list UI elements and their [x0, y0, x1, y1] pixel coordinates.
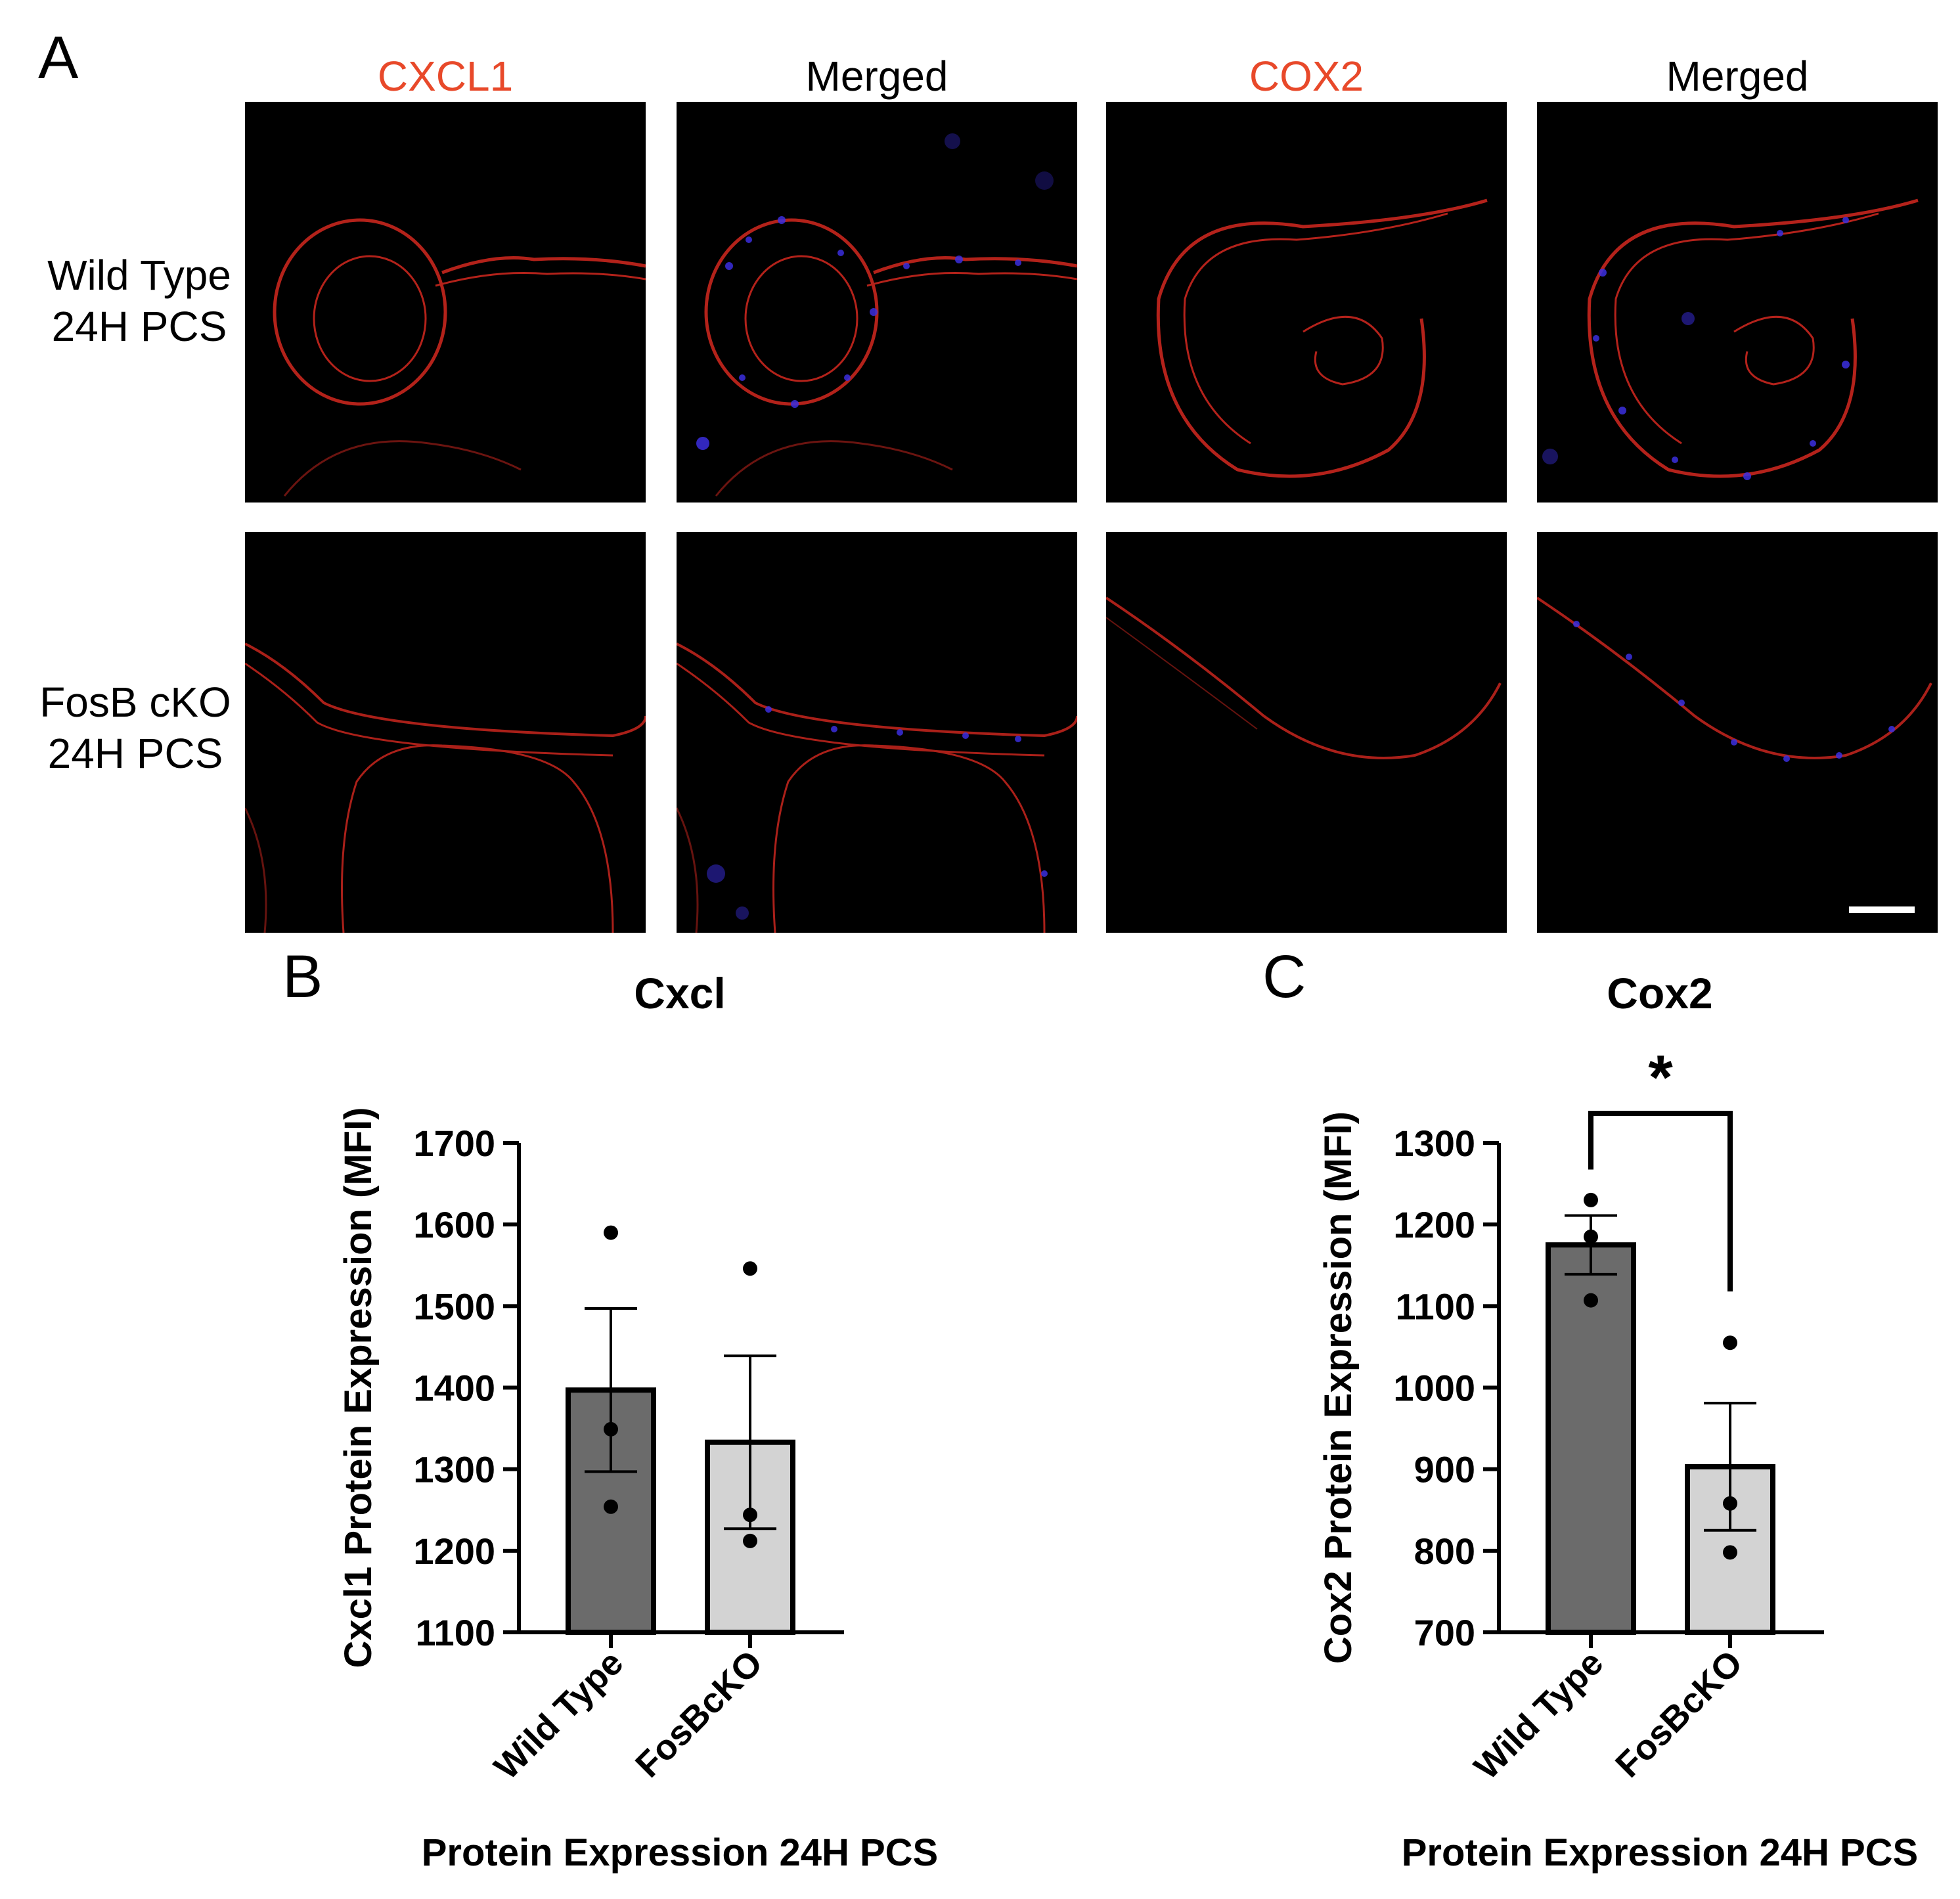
chart-c-data-point-0-1 — [1584, 1229, 1598, 1244]
micrograph-ko-cxcl1 — [245, 532, 646, 933]
chart-c-y-tick-label-4: 1100 — [1396, 1285, 1476, 1327]
column-header-merged-2: Merged — [1666, 53, 1809, 100]
chart-panel-c: C Cox2 700 800 900 1000 1100 1200 1300 Cox2 Prote… — [980, 943, 1960, 1895]
chart-panel-b: B Cxcl 1100 1200 1300 1400 1500 1600 1700 Cxcl1 P… — [0, 943, 980, 1895]
chart-b-data-point-0-0 — [604, 1225, 618, 1240]
chart-c-y-tick-label-5: 1200 — [1393, 1204, 1475, 1245]
chart-b-data-point-1-0 — [743, 1261, 757, 1276]
chart-c-panel-letter: C — [1262, 946, 1306, 1010]
chart-b-x-tick-label-0: Wild Type — [487, 1643, 631, 1787]
chart-c-title: Cox2 — [1607, 969, 1712, 1017]
chart-b-data-point-1-1 — [743, 1508, 757, 1523]
chart-b-y-tick-label-1: 1200 — [413, 1530, 495, 1572]
chart-b-y-tick-label-0: 1100 — [416, 1612, 496, 1653]
chart-b-x-tick-label-1: FosBcKO — [628, 1643, 770, 1785]
micrograph-wt-cox2 — [1106, 102, 1507, 503]
chart-b-y-tick-label-3: 1400 — [413, 1368, 495, 1409]
micrograph-ko-merged-cox2 — [1537, 532, 1938, 933]
micrograph-wt-merged-cxcl1 — [677, 102, 1077, 503]
chart-c-y-tick-label-3: 1000 — [1393, 1368, 1475, 1409]
micrograph-ko-cox2 — [1106, 532, 1507, 933]
chart-c-x-tick-label-0: Wild Type — [1467, 1643, 1611, 1787]
chart-b-x-label: Protein Expression 24H PCS — [422, 1831, 938, 1874]
chart-c-y-tick-label-1: 800 — [1414, 1530, 1475, 1572]
chart-c-data-point-1-1 — [1723, 1496, 1737, 1511]
chart-c-svg: C Cox2 700 800 900 1000 1100 1200 1300 Cox2 Prote… — [1262, 943, 1918, 1874]
micrograph-wt-cxcl1 — [245, 102, 646, 503]
micrograph-ko-merged-cxcl1 — [677, 532, 1077, 933]
chart-c-data-point-1-2 — [1723, 1545, 1737, 1560]
micrograph-wt-merged-cox2 — [1537, 102, 1938, 503]
row-label-wild-type-line1: Wild Type — [47, 252, 231, 299]
chart-b-svg: B Cxcl 1100 1200 1300 1400 1500 1600 1700 Cxcl1 P… — [282, 943, 938, 1874]
row-label-fosb-cko-line2: 24H PCS — [47, 730, 223, 778]
chart-b-data-point-1-2 — [743, 1533, 757, 1548]
column-header-cox2: COX2 — [1249, 53, 1364, 100]
scale-bar — [1849, 906, 1915, 913]
row-label-fosb-cko-line1: FosB cKO — [39, 679, 231, 726]
chart-c-data-point-1-0 — [1723, 1335, 1737, 1351]
chart-b-y-tick-label-5: 1600 — [413, 1204, 495, 1245]
chart-c-y-tick-label-0: 700 — [1414, 1612, 1475, 1653]
chart-c-x-label: Protein Expression 24H PCS — [1402, 1831, 1918, 1874]
chart-b-panel-letter: B — [282, 946, 323, 1010]
chart-c-y-label: Cox2 Protein Expression (MFI) — [1317, 1111, 1360, 1664]
panel-a-letter: A — [38, 24, 79, 91]
row-label-wild-type: Wild Type 24H PCS — [28, 250, 251, 352]
column-header-cxcl1: CXCL1 — [377, 53, 514, 100]
row-label-fosb-cko: FosB cKO 24H PCS — [24, 677, 247, 779]
chart-c-significance-label: * — [1648, 1042, 1673, 1113]
chart-b-y-tick-label-4: 1500 — [413, 1285, 495, 1327]
chart-c-x-tick-label-1: FosBcKO — [1608, 1643, 1750, 1785]
column-header-merged-1: Merged — [805, 53, 948, 100]
chart-b-y-label: Cxcl1 Protein Expression (MFI) — [337, 1107, 380, 1668]
chart-c-y-tick-label-6: 1300 — [1393, 1123, 1475, 1164]
chart-b-data-point-0-2 — [604, 1499, 618, 1514]
chart-c-data-point-0-2 — [1584, 1293, 1598, 1308]
chart-b-y-tick-label-2: 1300 — [413, 1449, 495, 1490]
chart-b-title: Cxcl — [634, 969, 725, 1017]
chart-c-data-point-0-0 — [1584, 1192, 1598, 1207]
chart-c-significance-bracket — [1588, 1111, 1733, 1292]
chart-c-y-tick-label-2: 900 — [1414, 1449, 1475, 1490]
chart-b-data-point-0-1 — [604, 1421, 618, 1437]
chart-b-y-tick-label-6: 1700 — [413, 1123, 495, 1164]
row-label-wild-type-line2: 24H PCS — [51, 303, 227, 351]
